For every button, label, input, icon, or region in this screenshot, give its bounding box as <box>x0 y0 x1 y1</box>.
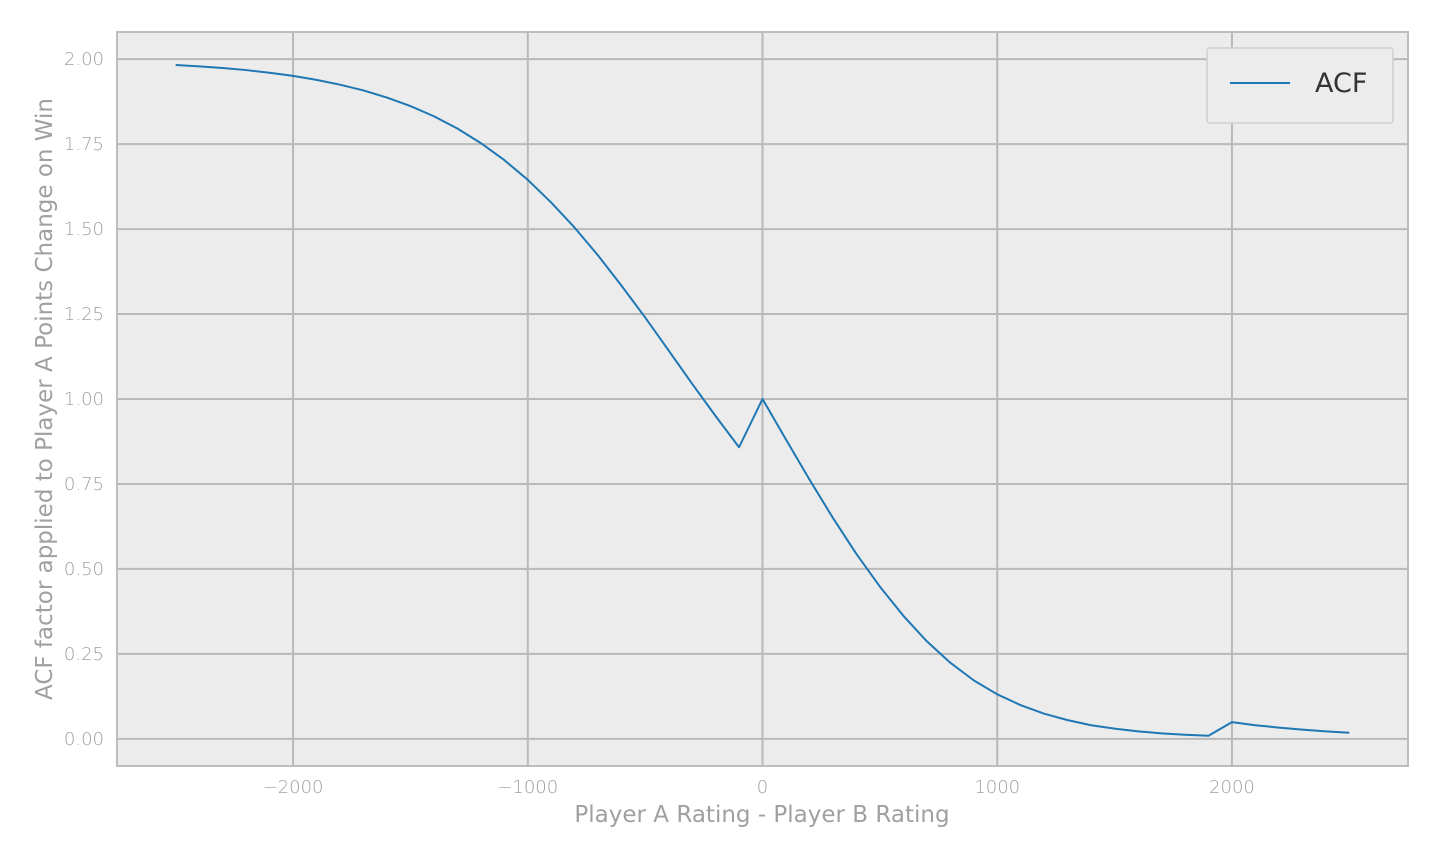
x-tick-label: 2000 <box>1209 777 1255 798</box>
y-tick-label: 1.00 <box>64 389 104 410</box>
y-tick-label: 1.25 <box>64 304 104 325</box>
x-tick-label: 1000 <box>974 777 1020 798</box>
series-line-acf <box>175 63 1350 737</box>
legend-box <box>1206 47 1394 124</box>
y-tick-label: 1.75 <box>64 134 104 155</box>
y-axis-title: ACF factor applied to Player A Points Ch… <box>32 98 58 700</box>
y-tick-label: 0.75 <box>64 474 104 495</box>
x-axis-ticks: −2000 −1000 0 1000 2000 <box>263 777 1255 798</box>
y-tick-label: 0.00 <box>64 729 104 750</box>
series-layer <box>175 63 1350 737</box>
y-tick-label: 2.00 <box>64 49 104 70</box>
x-axis-title: Player A Rating - Player B Rating <box>574 802 949 828</box>
legend: ACF <box>1206 47 1394 124</box>
legend-label-acf: ACF <box>1315 68 1367 99</box>
x-tick-label: −2000 <box>263 777 324 798</box>
y-tick-label: 0.25 <box>64 644 104 665</box>
x-tick-label: −1000 <box>497 777 558 798</box>
y-tick-label: 0.50 <box>64 559 104 580</box>
y-axis-ticks: 0.00 0.25 0.50 0.75 1.00 1.25 1.50 1.75 2.00 <box>64 49 104 750</box>
x-tick-label: 0 <box>757 777 768 798</box>
y-tick-label: 1.50 <box>64 219 104 240</box>
